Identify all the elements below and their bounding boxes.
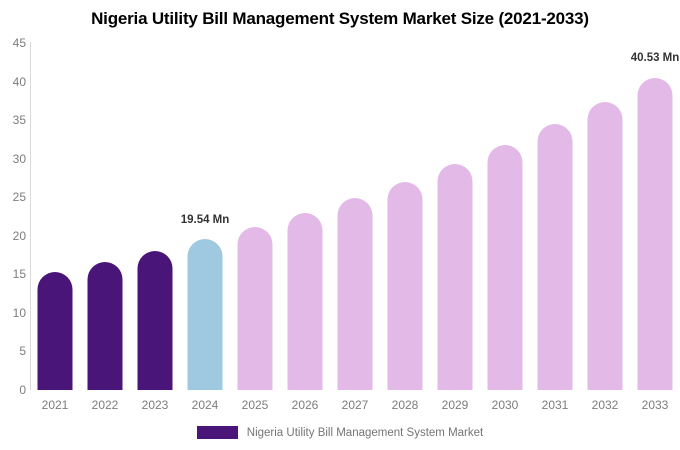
x-tick-label-2022: 2022: [91, 398, 119, 412]
y-tick-label-35: 35: [12, 113, 26, 128]
bar-2024[interactable]: [187, 239, 223, 390]
bar-2021[interactable]: [37, 271, 73, 390]
x-tick-label-2032: 2032: [591, 398, 619, 412]
bar-2031[interactable]: [537, 124, 573, 390]
bar-2030[interactable]: [487, 145, 523, 390]
bar-2026[interactable]: [287, 212, 323, 390]
x-tick-label-2027: 2027: [341, 398, 369, 412]
bar-column-2027: 2027: [330, 43, 380, 412]
y-tick-label-20: 20: [12, 228, 26, 243]
legend[interactable]: Nigeria Utility Bill Management System M…: [0, 426, 680, 439]
bar-column-2022: 2022: [80, 43, 130, 412]
bar-column-2031: 2031: [530, 43, 580, 412]
x-tick-label-2031: 2031: [541, 398, 569, 412]
bar-2033[interactable]: [637, 77, 673, 390]
y-tick-label-5: 5: [19, 344, 26, 359]
x-tick-label-2021: 2021: [41, 398, 69, 412]
bar-2025[interactable]: [237, 226, 273, 390]
x-tick-label-2028: 2028: [391, 398, 419, 412]
bar-2032[interactable]: [587, 102, 623, 390]
legend-label: Nigeria Utility Bill Management System M…: [246, 426, 484, 439]
x-tick-label-2025: 2025: [241, 398, 269, 412]
bar-column-2025: 2025: [230, 43, 280, 412]
y-tick-label-30: 30: [12, 151, 26, 166]
chart-title: Nigeria Utility Bill Management System M…: [91, 9, 589, 28]
bar-column-2024: 2024 19.54 Mn: [180, 43, 230, 412]
legend-swatch: [196, 426, 238, 439]
bar-2029[interactable]: [437, 164, 473, 390]
bar-column-2033: 2033 40.53 Mn: [630, 43, 680, 412]
bar-column-2023: 2023: [130, 43, 180, 412]
bar-column-2029: 2029: [430, 43, 480, 412]
y-tick-label-45: 45: [12, 36, 26, 50]
y-tick-label-15: 15: [12, 267, 26, 282]
plot-area: 2021 2022 2023 2024 19.54 Mn 2025 2026 2027 2028…: [30, 43, 680, 412]
value-label-2033: 40.53 Mn: [630, 52, 680, 65]
bar-column-2030: 2030: [480, 43, 530, 412]
y-axis-line: [30, 42, 31, 390]
x-tick-label-2024: 2024: [191, 398, 219, 412]
bar-2028[interactable]: [387, 181, 423, 390]
bar-2023[interactable]: [137, 251, 173, 390]
x-tick-label-2026: 2026: [291, 398, 319, 412]
value-label-2024: 19.54 Mn: [180, 214, 230, 227]
bar-2022[interactable]: [87, 261, 123, 390]
y-tick-label-40: 40: [12, 74, 26, 89]
y-tick-label-25: 25: [12, 190, 26, 205]
bar-column-2026: 2026: [280, 43, 330, 412]
bar-2027[interactable]: [337, 197, 373, 390]
bar-column-2028: 2028: [380, 43, 430, 412]
y-tick-label-0: 0: [19, 383, 26, 397]
x-tick-label-2030: 2030: [491, 398, 519, 412]
x-tick-label-2029: 2029: [441, 398, 469, 412]
x-tick-label-2033: 2033: [641, 398, 669, 412]
x-tick-label-2023: 2023: [141, 398, 169, 412]
bar-column-2032: 2032: [580, 43, 630, 412]
y-tick-label-10: 10: [12, 305, 26, 320]
bar-column-2021: 2021: [30, 43, 80, 412]
